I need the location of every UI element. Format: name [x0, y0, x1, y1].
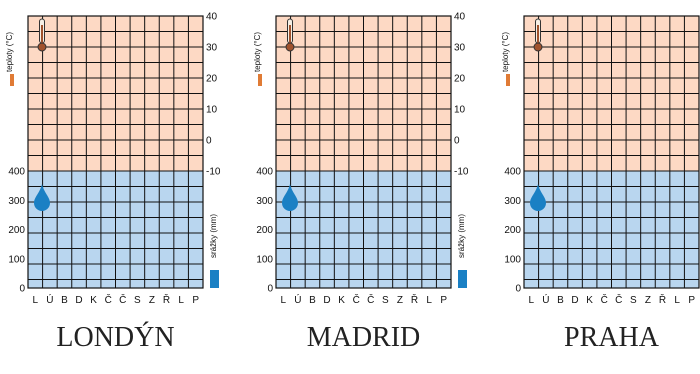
- month-label: Č: [105, 293, 112, 306]
- precipitation-tick-label: 100: [8, 254, 25, 265]
- month-label: L: [426, 295, 432, 306]
- thermometer-mercury: [41, 25, 43, 45]
- temperature-tick-label: 20: [206, 74, 218, 85]
- plot-frame: [275, 15, 452, 289]
- thermometer-icon: [37, 18, 47, 52]
- plot-frame: [523, 15, 700, 289]
- temperature-legend-swatch: [10, 74, 14, 86]
- precipitation-tick-label: 200: [256, 225, 273, 236]
- month-label: S: [134, 295, 141, 306]
- precipitation-tick-label: 0: [19, 284, 25, 295]
- month-label: Č: [119, 293, 126, 306]
- temperature-axis-label: teploty (°C): [501, 32, 510, 72]
- precipitation-tick-label: 300: [504, 196, 521, 207]
- temperature-tick-label: 30: [454, 43, 466, 54]
- temperature-tick-label: -10: [206, 167, 221, 178]
- water-drop-icon: [34, 184, 50, 211]
- temperature-tick-label: 10: [454, 105, 466, 116]
- month-label: P: [440, 295, 447, 306]
- temperature-tick-label: 10: [206, 105, 218, 116]
- month-label: L: [178, 295, 184, 306]
- precipitation-tick-label: 400: [256, 167, 273, 178]
- month-label: L: [674, 295, 680, 306]
- chart-panel-3: -100102030400100200300400LÚBDKČČSZŘLPtep…: [501, 15, 700, 353]
- precipitation-tick-label: 300: [8, 196, 25, 207]
- precipitation-tick-label: 300: [256, 196, 273, 207]
- thermometer-bulb: [37, 42, 47, 52]
- month-label: Ř: [163, 293, 170, 306]
- precipitation-legend-swatch: [458, 270, 467, 288]
- temperature-tick-label: 40: [206, 12, 218, 23]
- month-label: D: [75, 295, 82, 306]
- month-label: Ř: [659, 293, 666, 306]
- precipitation-axis-label: srážky (mm): [209, 214, 218, 258]
- thermometer-mercury: [537, 25, 539, 45]
- month-label: L: [33, 295, 39, 306]
- temperature-axis-label: teploty (°C): [253, 32, 262, 72]
- month-label: B: [557, 295, 564, 306]
- precipitation-tick-label: 0: [515, 284, 521, 295]
- temperature-tick-label: -10: [454, 167, 469, 178]
- precipitation-tick-label: 0: [267, 284, 273, 295]
- month-label: B: [61, 295, 68, 306]
- precipitation-legend-swatch: [210, 270, 219, 288]
- precipitation-axis-label: srážky (mm): [457, 214, 466, 258]
- month-label: P: [192, 295, 199, 306]
- month-label: L: [529, 295, 535, 306]
- temperature-tick-label: 30: [206, 43, 218, 54]
- water-drop-icon: [282, 184, 298, 211]
- month-label: B: [309, 295, 316, 306]
- month-label: Č: [367, 293, 374, 306]
- precipitation-tick-label: 100: [256, 254, 273, 265]
- precipitation-tick-label: 400: [504, 167, 521, 178]
- temperature-legend-swatch: [506, 74, 510, 86]
- temperature-tick-label: 40: [454, 12, 466, 23]
- month-label: Z: [397, 295, 403, 306]
- month-label: Z: [645, 295, 651, 306]
- precipitation-tick-label: 100: [504, 254, 521, 265]
- month-label: K: [90, 295, 97, 306]
- precipitation-tick-label: 200: [504, 225, 521, 236]
- temperature-tick-label: 0: [454, 136, 460, 147]
- city-title: MADRID: [307, 322, 421, 353]
- precipitation-tick-label: 400: [8, 167, 25, 178]
- month-label: P: [688, 295, 695, 306]
- temperature-axis-label: teploty (°C): [5, 32, 14, 72]
- temperature-tick-label: 20: [454, 74, 466, 85]
- thermometer-bulb: [285, 42, 295, 52]
- month-label: Ú: [46, 293, 53, 306]
- precipitation-tick-label: 200: [8, 225, 25, 236]
- thermometer-mercury: [289, 25, 291, 45]
- city-title: LONDÝN: [56, 322, 174, 353]
- month-label: Ř: [411, 293, 418, 306]
- month-label: S: [382, 295, 389, 306]
- month-label: D: [571, 295, 578, 306]
- month-label: Č: [601, 293, 608, 306]
- month-label: Č: [353, 293, 360, 306]
- month-label: L: [281, 295, 287, 306]
- thermometer-icon: [285, 18, 295, 52]
- thermometer-bulb: [533, 42, 543, 52]
- month-label: Ú: [294, 293, 301, 306]
- temperature-tick-label: 0: [206, 136, 212, 147]
- month-label: K: [586, 295, 593, 306]
- month-label: Z: [149, 295, 155, 306]
- temperature-legend-swatch: [258, 74, 262, 86]
- water-drop-icon: [530, 184, 546, 211]
- plot-frame: [27, 15, 204, 289]
- month-label: D: [323, 295, 330, 306]
- month-label: Ú: [542, 293, 549, 306]
- month-label: S: [630, 295, 637, 306]
- month-label: Č: [615, 293, 622, 306]
- month-label: K: [338, 295, 345, 306]
- thermometer-icon: [533, 18, 543, 52]
- city-title: PRAHA: [564, 322, 660, 353]
